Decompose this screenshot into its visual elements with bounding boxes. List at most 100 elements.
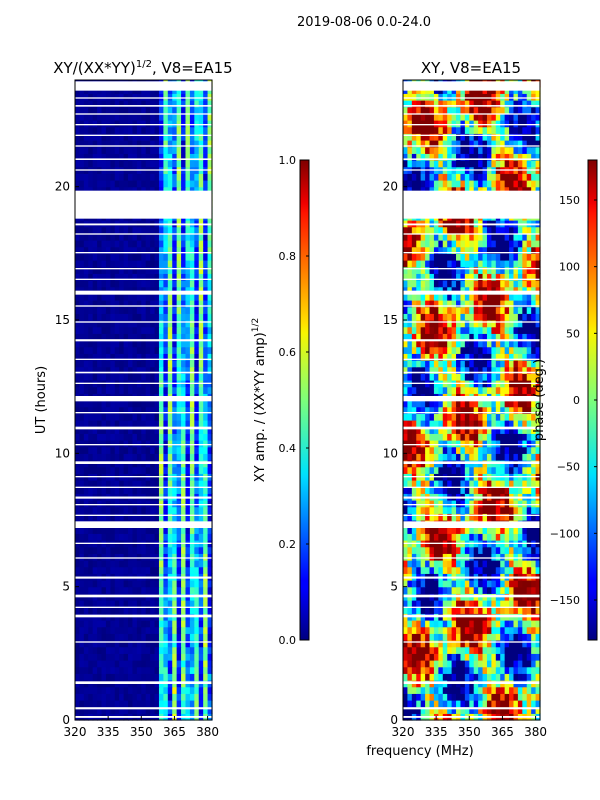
right-heat-cell	[451, 333, 457, 341]
left-heat-cell	[97, 566, 103, 574]
left-heat-cell	[185, 600, 191, 608]
left-heat-cell	[92, 140, 98, 148]
left-heat-cell	[128, 586, 134, 594]
right-heat-cell	[451, 640, 457, 648]
right-heat-cell	[531, 360, 537, 368]
right-heat-cell	[500, 426, 506, 434]
left-heat-cell	[163, 326, 169, 334]
left-heat-cell	[136, 353, 142, 361]
right-heat-cell	[403, 480, 409, 488]
left-heat-cell	[158, 553, 164, 561]
left-heat-cell	[176, 433, 182, 441]
right-heat-cell	[504, 560, 510, 568]
left-heat-cell	[163, 346, 169, 354]
right-heat-cell	[526, 420, 532, 428]
right-heat-cell	[433, 600, 439, 608]
left-heat-cell	[194, 226, 200, 234]
left-heat-cell	[189, 466, 195, 474]
left-heat-cell	[110, 173, 116, 181]
left-heat-cell	[181, 453, 187, 461]
right-heat-cell	[526, 660, 532, 668]
right-heat-cell	[411, 606, 417, 614]
right-heat-cell	[473, 320, 479, 328]
left-heat-cell	[132, 640, 138, 648]
left-heat-cell	[181, 333, 187, 341]
left-heat-cell	[189, 133, 195, 141]
left-heat-cell	[207, 120, 213, 128]
right-heat-cell	[429, 580, 435, 588]
left-y-axis-label: UT (hours)	[34, 366, 49, 434]
left-heat-cell	[203, 346, 209, 354]
left-heat-cell	[83, 646, 89, 654]
right-heat-cell	[464, 346, 470, 354]
right-heat-cell	[486, 653, 492, 661]
left-heat-cell	[105, 113, 111, 121]
right-heat-cell	[517, 446, 523, 454]
left-heat-cell	[128, 140, 134, 148]
left-heat-cell	[176, 120, 182, 128]
left-heat-cell	[141, 333, 147, 341]
right-heat-cell	[482, 313, 488, 321]
right-heat-cell	[429, 533, 435, 541]
right-heat-cell	[478, 340, 484, 348]
left-heat-cell	[203, 500, 209, 508]
left-heat-cell	[181, 140, 187, 148]
right-heat-cell	[469, 633, 475, 641]
left-heat-cell	[123, 306, 129, 314]
right-heat-cell	[420, 426, 426, 434]
left-heat-cell	[123, 466, 129, 474]
left-gap-40	[75, 105, 212, 107]
right-heat-cell	[526, 340, 532, 348]
left-heat-cell	[163, 140, 169, 148]
right-heat-cell	[456, 453, 462, 461]
left-heat-cell	[150, 93, 156, 101]
right-heat-cell	[509, 486, 515, 494]
left-heat-cell	[101, 673, 107, 681]
left-axes-frame	[74, 79, 213, 721]
left-heat-cell	[123, 293, 129, 301]
left-heat-cell	[114, 113, 120, 121]
left-heat-cell	[141, 133, 147, 141]
right-heat-cell	[495, 313, 501, 321]
right-heat-cell	[526, 453, 532, 461]
left-heat-cell	[172, 106, 178, 114]
right-heat-cell	[420, 580, 426, 588]
right-heat-cell	[464, 546, 470, 554]
left-heat-cell	[198, 466, 204, 474]
left-heat-cell	[79, 533, 85, 541]
left-heat-cell	[92, 326, 98, 334]
right-heat-cell	[464, 446, 470, 454]
left-heat-cell	[123, 546, 129, 554]
left-colorbar-tick-label-1: 0.2	[279, 538, 297, 551]
right-heat-cell	[420, 373, 426, 381]
left-heat-cell	[110, 586, 116, 594]
left-heat-cell	[154, 640, 160, 648]
right-heat-cell	[442, 580, 448, 588]
right-heat-cell	[420, 633, 426, 641]
left-heat-cell	[83, 426, 89, 434]
left-heat-cell	[198, 253, 204, 261]
left-heat-cell	[97, 280, 103, 288]
left-heat-cell	[194, 420, 200, 428]
right-heat-cell	[469, 360, 475, 368]
right-heat-cell	[429, 426, 435, 434]
left-heat-cell	[172, 273, 178, 281]
right-heat-cell	[509, 426, 515, 434]
right-heat-cell	[491, 340, 497, 348]
left-heat-cell	[132, 273, 138, 281]
left-heat-cell	[141, 360, 147, 368]
left-heat-cell	[145, 333, 151, 341]
right-heat-cell	[482, 353, 488, 361]
right-heat-cell	[469, 513, 475, 521]
right-heat-cell	[420, 646, 426, 654]
left-heat-cell	[198, 580, 204, 588]
right-heat-cell	[438, 600, 444, 608]
left-heat-cell	[154, 306, 160, 314]
left-heat-cell	[101, 313, 107, 321]
left-heat-cell	[141, 586, 147, 594]
left-heat-cell	[141, 313, 147, 321]
left-heat-cell	[167, 93, 173, 101]
right-heat-cell	[456, 700, 462, 708]
left-heat-cell	[79, 706, 85, 714]
left-heat-cell	[136, 586, 142, 594]
